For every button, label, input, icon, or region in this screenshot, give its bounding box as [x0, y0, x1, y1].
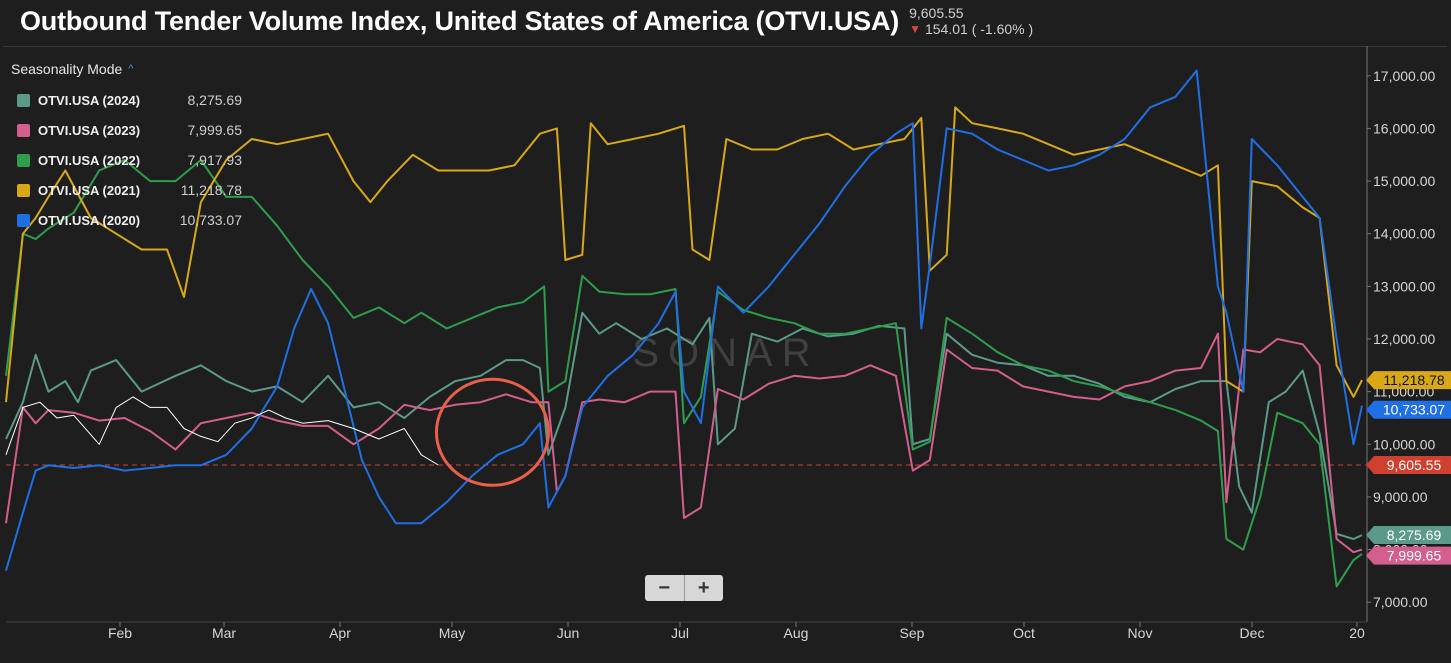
- chart-title: Outbound Tender Volume Index, United Sta…: [20, 6, 900, 36]
- y-tick-label: 9,000.00: [1373, 489, 1428, 505]
- legend-swatch: [17, 123, 30, 137]
- end-value-label: 8,275.69: [1387, 527, 1442, 543]
- end-value-label: 11,218.78: [1383, 372, 1444, 388]
- legend-swatch: [17, 93, 30, 107]
- y-tick-label: 7,000.00: [1373, 594, 1428, 610]
- legend-series-name: OTVI.USA (2023): [38, 122, 141, 138]
- y-tick-label: 13,000.00: [1373, 278, 1435, 294]
- legend-series-name: OTVI.USA (2022): [38, 152, 141, 168]
- legend-series-name: OTVI.USA (2021): [38, 182, 141, 198]
- x-tick-label: Jul: [671, 625, 689, 641]
- zoom-controls: − +: [645, 575, 723, 601]
- y-tick-label: 10,000.00: [1373, 436, 1435, 452]
- end-value-tag: [1366, 526, 1451, 545]
- sonar-watermark: SONAR: [632, 331, 819, 375]
- series-line-2020: [5, 69, 1363, 571]
- x-tick-label: 20: [1349, 625, 1365, 641]
- end-value-label: 9,605.55: [1387, 457, 1442, 473]
- chart-panel: [3, 46, 1447, 653]
- x-tick-label: Sep: [900, 625, 925, 641]
- change-row: ▼ 154.01 ( -1.60% ): [909, 21, 1033, 37]
- legend-swatch: [17, 183, 30, 197]
- series-line-current: [5, 396, 439, 466]
- end-value-tag: [1366, 456, 1451, 475]
- y-tick-label: 14,000.00: [1373, 226, 1435, 242]
- series-line-2021: [5, 106, 1363, 403]
- end-value-tag: [1366, 546, 1451, 565]
- x-tick-label: Apr: [329, 625, 351, 641]
- seasonality-mode-label: Seasonality Mode: [11, 61, 123, 77]
- y-tick-label: 12,000.00: [1373, 331, 1435, 347]
- legend-item[interactable]: OTVI.USA (2024) 8,275.69: [11, 85, 242, 115]
- legend-swatch: [17, 213, 30, 227]
- legend-item[interactable]: OTVI.USA (2021) 11,218.78: [11, 175, 242, 205]
- quote-box: 9,605.55 ▼ 154.01 ( -1.60% ): [909, 5, 1033, 37]
- legend: Seasonality Mode ^ OTVI.USA (2024) 8,275.…: [11, 61, 242, 235]
- x-tick-label: Aug: [784, 625, 809, 641]
- legend-series-value: 10,733.07: [179, 212, 242, 228]
- y-tick-label: 16,000.00: [1373, 120, 1435, 136]
- end-value-label: 10,733.07: [1383, 402, 1445, 418]
- down-arrow-icon: ▼: [909, 22, 921, 36]
- x-tick-label: Oct: [1013, 625, 1035, 641]
- x-tick-label: May: [439, 625, 465, 641]
- legend-series-name: OTVI.USA (2020): [38, 212, 141, 228]
- last-value: 9,605.55: [909, 5, 964, 21]
- x-tick-label: Nov: [1128, 625, 1153, 641]
- x-tick-label: Dec: [1240, 625, 1265, 641]
- series-line-2023: [5, 332, 1363, 554]
- x-tick-label: Jun: [557, 625, 580, 641]
- series-line-2022: [5, 159, 1363, 588]
- legend-item[interactable]: OTVI.USA (2020) 10,733.07: [11, 205, 242, 235]
- chevron-up-icon: ^: [128, 63, 134, 75]
- zoom-in-button[interactable]: +: [697, 576, 710, 599]
- legend-rows: OTVI.USA (2024) 8,275.69 OTVI.USA (2023) 7,…: [11, 85, 242, 235]
- legend-item[interactable]: OTVI.USA (2022) 7,917.93: [11, 145, 242, 175]
- end-value-tag: [1366, 371, 1451, 390]
- legend-item[interactable]: OTVI.USA (2023) 7,999.65: [11, 115, 242, 145]
- x-tick-label: Mar: [212, 625, 236, 641]
- annotation-circle: [434, 377, 550, 487]
- seasonality-mode-toggle[interactable]: Seasonality Mode ^: [11, 61, 242, 77]
- legend-series-value: 8,275.69: [187, 92, 243, 108]
- zoom-out-button[interactable]: −: [645, 575, 685, 601]
- series-line-2024: [5, 311, 1363, 540]
- title-bar: Outbound Tender Volume Index, United Sta…: [20, 4, 1033, 38]
- y-tick-label: 17,000.00: [1373, 68, 1435, 84]
- end-value-tag: [1366, 400, 1451, 419]
- legend-swatch: [17, 153, 30, 167]
- legend-series-name: OTVI.USA (2024): [38, 92, 141, 108]
- legend-series-value: 7,999.65: [187, 122, 243, 138]
- change-value: 154.01 ( -1.60% ): [924, 21, 1034, 37]
- x-tick-label: Feb: [108, 625, 132, 641]
- y-tick-label: 15,000.00: [1373, 173, 1435, 189]
- legend-series-value: 7,917.93: [187, 152, 243, 168]
- end-value-label: 7,999.65: [1387, 548, 1442, 564]
- legend-series-value: 11,218.78: [180, 182, 242, 198]
